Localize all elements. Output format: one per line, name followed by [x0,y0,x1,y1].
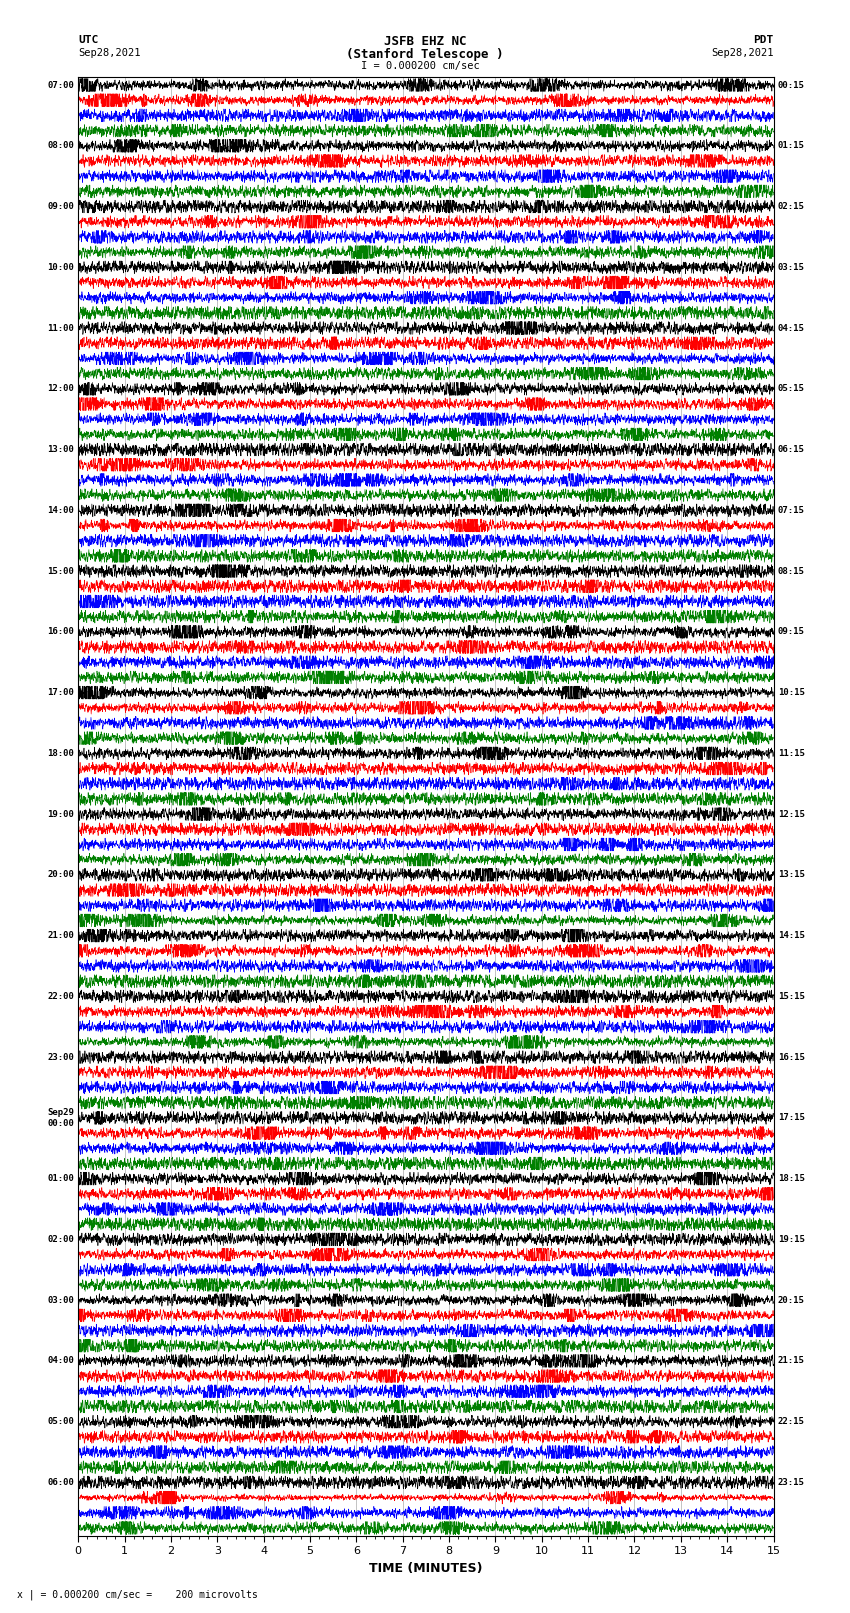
Text: 16:00: 16:00 [47,627,74,636]
Text: 11:15: 11:15 [778,748,805,758]
Text: Sep29
00:00: Sep29 00:00 [47,1108,74,1127]
Text: 23:15: 23:15 [778,1478,805,1487]
Text: 21:00: 21:00 [47,931,74,940]
Text: (Stanford Telescope ): (Stanford Telescope ) [346,48,504,61]
Text: 15:15: 15:15 [778,992,805,1000]
Text: 11:00: 11:00 [47,324,74,332]
Text: UTC: UTC [78,35,99,45]
Text: 12:15: 12:15 [778,810,805,818]
Text: 04:00: 04:00 [47,1357,74,1365]
Text: 18:15: 18:15 [778,1174,805,1182]
Text: 02:00: 02:00 [47,1236,74,1244]
Text: 13:00: 13:00 [47,445,74,453]
Text: 02:15: 02:15 [778,202,805,211]
Text: 23:00: 23:00 [47,1053,74,1061]
Text: 12:00: 12:00 [47,384,74,394]
Text: 04:15: 04:15 [778,324,805,332]
Text: 05:00: 05:00 [47,1418,74,1426]
Text: 03:00: 03:00 [47,1295,74,1305]
Text: 16:15: 16:15 [778,1053,805,1061]
Text: Sep28,2021: Sep28,2021 [711,48,774,58]
Text: 14:15: 14:15 [778,931,805,940]
Text: 10:15: 10:15 [778,689,805,697]
Text: 07:15: 07:15 [778,506,805,515]
Text: x | = 0.000200 cm/sec =    200 microvolts: x | = 0.000200 cm/sec = 200 microvolts [17,1589,258,1600]
Text: 10:00: 10:00 [47,263,74,271]
Text: 07:00: 07:00 [47,81,74,89]
Text: 08:15: 08:15 [778,566,805,576]
Text: 17:00: 17:00 [47,689,74,697]
Text: PDT: PDT [753,35,774,45]
Text: 14:00: 14:00 [47,506,74,515]
Text: 15:00: 15:00 [47,566,74,576]
Text: 18:00: 18:00 [47,748,74,758]
Text: 19:15: 19:15 [778,1236,805,1244]
Text: 20:00: 20:00 [47,871,74,879]
Text: JSFB EHZ NC: JSFB EHZ NC [383,35,467,48]
Text: 05:15: 05:15 [778,384,805,394]
Text: 01:00: 01:00 [47,1174,74,1182]
X-axis label: TIME (MINUTES): TIME (MINUTES) [369,1561,483,1574]
Text: 17:15: 17:15 [778,1113,805,1123]
Text: 00:15: 00:15 [778,81,805,89]
Text: 06:15: 06:15 [778,445,805,453]
Text: 21:15: 21:15 [778,1357,805,1365]
Text: I = 0.000200 cm/sec: I = 0.000200 cm/sec [361,61,480,71]
Text: 06:00: 06:00 [47,1478,74,1487]
Text: 13:15: 13:15 [778,871,805,879]
Text: 22:15: 22:15 [778,1418,805,1426]
Text: 19:00: 19:00 [47,810,74,818]
Text: 09:15: 09:15 [778,627,805,636]
Text: 20:15: 20:15 [778,1295,805,1305]
Text: 22:00: 22:00 [47,992,74,1000]
Text: Sep28,2021: Sep28,2021 [78,48,141,58]
Text: 09:00: 09:00 [47,202,74,211]
Text: 08:00: 08:00 [47,142,74,150]
Text: 01:15: 01:15 [778,142,805,150]
Text: 03:15: 03:15 [778,263,805,271]
